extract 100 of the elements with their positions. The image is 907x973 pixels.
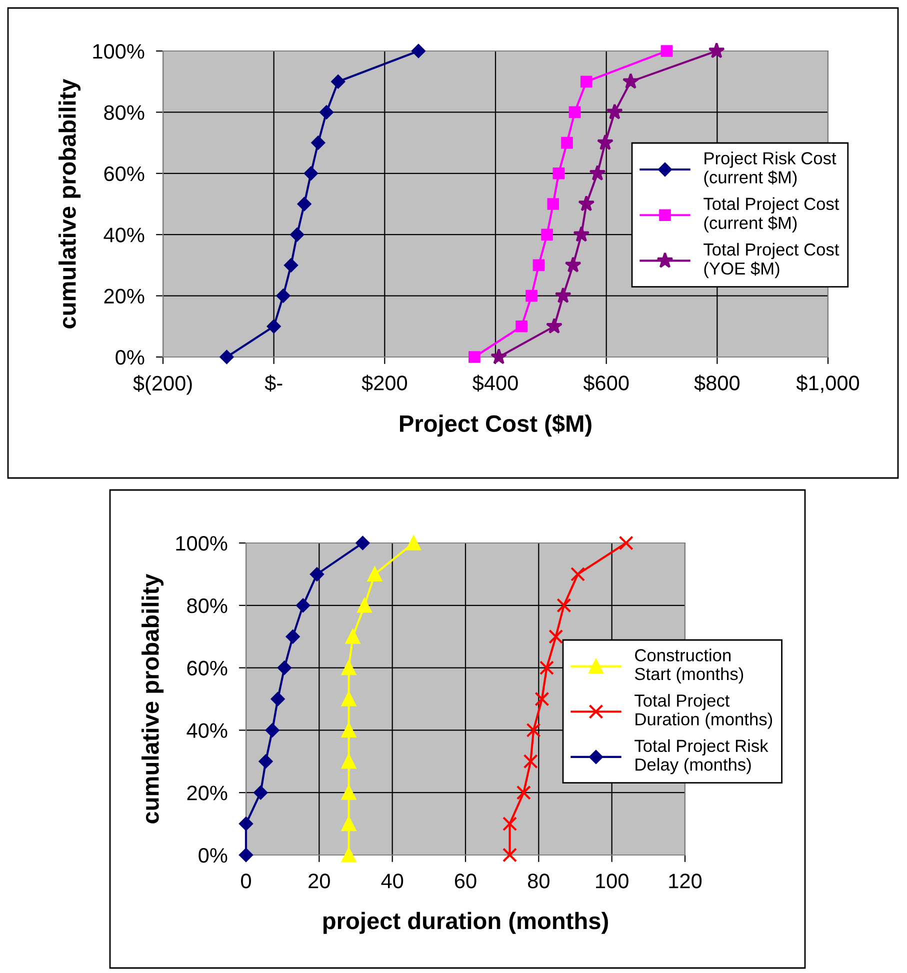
- point: [526, 722, 541, 738]
- point: [266, 319, 281, 334]
- point: [490, 348, 508, 364]
- point: [342, 722, 356, 738]
- point: [342, 692, 356, 706]
- point: [297, 197, 312, 211]
- point: [552, 167, 565, 180]
- x-tick-label: $1,000: [796, 374, 860, 393]
- x-tick-label: $800: [694, 374, 740, 392]
- point: [541, 228, 553, 241]
- y-tick-label: 0%: [116, 350, 144, 365]
- point: [320, 105, 334, 120]
- point: [286, 630, 300, 644]
- y-tick-label: 40%: [104, 228, 144, 242]
- point: [708, 42, 725, 58]
- y-tick-label: 20%: [187, 786, 228, 800]
- point: [564, 256, 582, 272]
- point: [547, 198, 560, 210]
- point: [523, 754, 538, 769]
- point: [539, 660, 554, 676]
- y-tick-label: 60%: [104, 166, 144, 182]
- point: [622, 72, 640, 89]
- point: [546, 318, 563, 334]
- point: [618, 536, 634, 550]
- point: [342, 848, 356, 862]
- point: [357, 598, 372, 613]
- point: [220, 350, 234, 364]
- point: [606, 104, 623, 120]
- point: [265, 723, 280, 738]
- point: [568, 106, 581, 118]
- x-tick-label: 100: [596, 874, 628, 888]
- legend-label: Total Project Cost (current $M): [704, 197, 840, 232]
- point: [342, 754, 356, 769]
- point: [526, 290, 538, 302]
- point: [578, 195, 595, 212]
- point: [556, 598, 572, 613]
- point: [589, 164, 606, 181]
- point: [516, 320, 528, 332]
- legend-label: Total Project Duration (months): [634, 694, 772, 729]
- point: [311, 136, 326, 150]
- x-axis-title: Project Cost ($M): [400, 414, 592, 437]
- y-tick-label: 0%: [198, 848, 228, 863]
- point: [532, 259, 545, 272]
- point: [356, 536, 370, 550]
- legend-label: Total Project Cost (YOE $M): [704, 242, 840, 278]
- point: [346, 629, 360, 644]
- point: [239, 848, 253, 862]
- point: [596, 134, 614, 150]
- point: [290, 228, 304, 242]
- point: [270, 692, 285, 706]
- point: [296, 598, 310, 612]
- point: [406, 536, 421, 550]
- y-tick-label: 100%: [93, 44, 144, 59]
- x-tick-label: 60: [454, 874, 476, 888]
- point: [516, 785, 531, 800]
- point: [276, 288, 290, 303]
- y-axis-title: cumulative probability: [58, 78, 81, 328]
- point: [331, 74, 346, 89]
- legend-label: Project Risk Cost (current $M): [704, 152, 836, 187]
- point: [554, 287, 572, 304]
- x-tick-label: 40: [381, 874, 404, 888]
- point: [573, 226, 590, 242]
- point: [367, 566, 382, 582]
- y-tick-label: 20%: [104, 288, 144, 304]
- y-tick-label: 80%: [104, 105, 144, 120]
- point: [561, 136, 573, 149]
- x-tick-label: 20: [308, 874, 330, 888]
- point: [258, 754, 273, 768]
- x-tick-label: $400: [472, 374, 518, 392]
- point: [239, 816, 253, 831]
- point: [342, 816, 356, 832]
- point: [342, 785, 356, 800]
- x-tick-label: 80: [528, 874, 550, 888]
- x-tick-label: $600: [583, 374, 629, 392]
- point: [284, 258, 298, 272]
- x-tick-label: $-: [264, 374, 282, 392]
- y-axis-title: cumulative probability: [142, 574, 164, 824]
- point: [548, 629, 564, 644]
- point: [580, 76, 592, 88]
- y-tick-label: 40%: [186, 723, 228, 738]
- legend-label: Total Project Risk Delay (months): [634, 739, 768, 774]
- x-tick-label: $200: [362, 374, 408, 392]
- point: [254, 786, 268, 800]
- point: [412, 44, 426, 58]
- point: [534, 692, 550, 706]
- point: [502, 816, 518, 832]
- point: [570, 566, 586, 582]
- y-tick-label: 60%: [187, 660, 228, 676]
- point: [342, 660, 356, 676]
- point: [660, 45, 673, 57]
- x-tick-label: $(200): [133, 375, 192, 395]
- x-axis-title: project duration (months): [323, 912, 608, 934]
- point: [304, 166, 318, 180]
- y-tick-label: 80%: [187, 598, 228, 614]
- point: [277, 660, 292, 675]
- point: [468, 351, 480, 363]
- point: [310, 567, 324, 582]
- legend-label: Construction Start (months): [634, 648, 744, 684]
- x-tick-label: 0: [241, 874, 251, 888]
- point: [502, 848, 518, 862]
